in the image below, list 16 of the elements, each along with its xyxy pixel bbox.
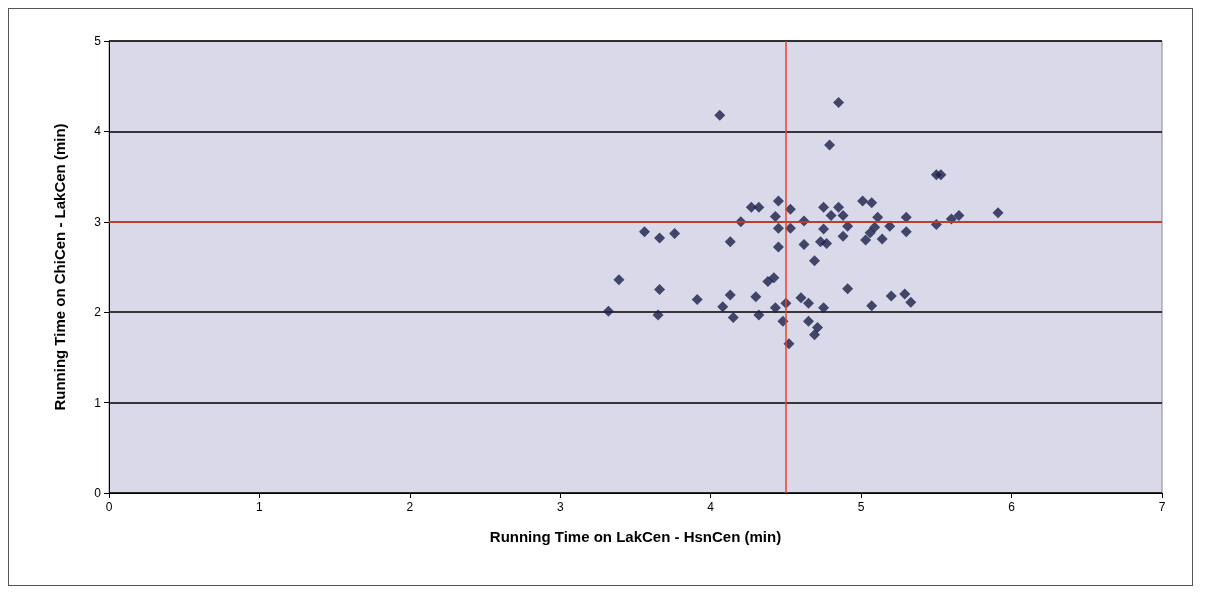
y-axis-title: Running Time on ChiCen - LakCen (min) [51, 123, 68, 411]
x-tick-label: 4 [707, 500, 715, 514]
x-tick-label: 7 [1158, 500, 1166, 514]
x-tick-label: 0 [105, 500, 113, 514]
x-tick-label: 6 [1008, 500, 1016, 514]
x-axis-title: Running Time on LakCen - HsnCen (min) [489, 528, 782, 545]
x-tick-label: 2 [406, 500, 414, 514]
y-tick-label: 4 [94, 124, 102, 139]
x-tick-label: 1 [256, 500, 264, 514]
y-tick-label: 0 [94, 486, 102, 500]
y-tick-label: 1 [94, 395, 102, 410]
y-tick-label: 3 [94, 214, 102, 229]
x-tick-label: 3 [556, 500, 564, 514]
y-tick-label: 5 [94, 34, 102, 48]
y-tick-label: 2 [94, 305, 102, 320]
x-tick-label: 5 [857, 500, 865, 514]
